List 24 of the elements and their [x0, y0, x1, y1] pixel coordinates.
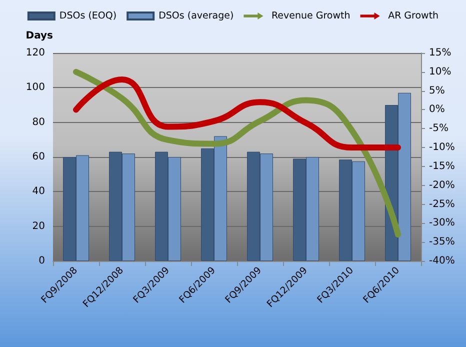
- y2-tick-label: 5%: [429, 85, 445, 96]
- y2-tick-label: -25%: [429, 198, 455, 210]
- legend-label: Revenue Growth: [271, 10, 350, 22]
- y-tick-label: 120: [26, 48, 45, 58]
- legend-label: DSOs (average): [158, 10, 234, 22]
- y2-tick-label: -15%: [429, 160, 455, 172]
- y2-tick-label: -10%: [429, 142, 455, 154]
- y2-tick-label: 10%: [429, 66, 452, 78]
- y-tick-label: 100: [26, 82, 45, 94]
- y2-tick-label: -40%: [429, 256, 455, 266]
- y-tick-label: 40: [32, 186, 45, 198]
- y2-tick-label: -20%: [429, 180, 455, 191]
- y2-tick-label: -5%: [429, 123, 448, 134]
- y-tick-label: 80: [32, 116, 45, 128]
- y2-tick-label: 0%: [429, 104, 445, 116]
- y-tick-label: 0: [38, 256, 45, 266]
- y2-tick-label: -30%: [429, 218, 455, 229]
- y-tick-label: 20: [32, 220, 45, 232]
- y2-tick-label: -35%: [429, 236, 455, 248]
- legend-label: DSOs (EOQ): [59, 10, 117, 22]
- y2-tick-label: 15%: [429, 48, 452, 58]
- legend-label: AR Growth: [388, 10, 439, 22]
- y-tick-label: 60: [32, 152, 45, 162]
- y-axis-title: Days: [26, 30, 54, 42]
